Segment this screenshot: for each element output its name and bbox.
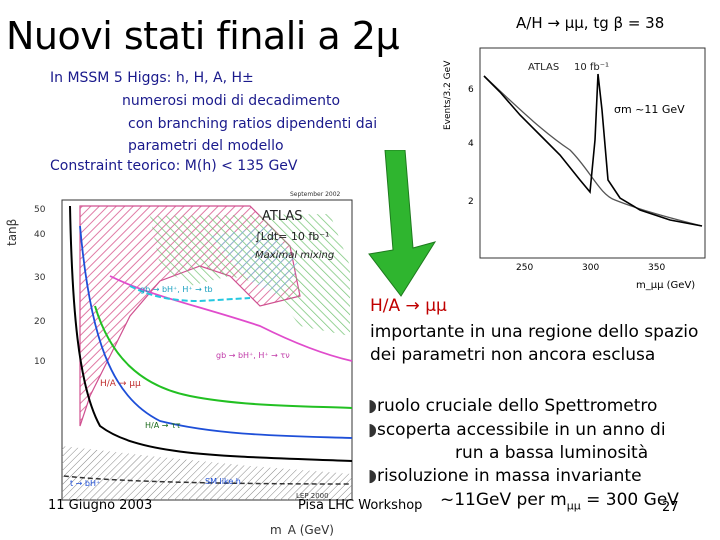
label-ha-mumu: H/A → μμ	[100, 379, 141, 389]
intro-line-4: parametri del modello	[128, 138, 284, 154]
ytick-40: 40	[34, 230, 46, 240]
footer-center: Pisa LHC Workshop	[298, 498, 423, 513]
left-mode: Maximal mixing	[255, 250, 334, 261]
label-ha-tautau: H/A → ττ	[145, 421, 181, 430]
label-gb-tb: gb → bH⁺, H⁺ → tb	[140, 285, 213, 294]
intro-line-1: In MSSM 5 Higgs: h, H, A, H±	[50, 70, 254, 86]
main-line-2: dei parametri non ancora esclusa	[370, 345, 656, 365]
plot-caption: A/H → μμ, tg β = 38	[516, 14, 665, 32]
mass-spectrum-plot: ATLAS 10 fb⁻¹ σm ~11 GeV 6 4 2 250 300 3…	[443, 47, 706, 291]
right-xlabel: m_μμ (GeV)	[636, 280, 695, 291]
resolution-tail: = 300 GeV	[580, 490, 679, 510]
main-heading: H/A → μμ	[370, 296, 447, 316]
exclusion-plot: 50 40 30 20 15 10 tanβ m_A (GeV) Septemb…	[5, 191, 353, 536]
bullet-item-4: ◗risoluzione in massa invariante	[368, 466, 642, 486]
left-date: September 2002	[290, 191, 341, 198]
bullet-item-3: run a bassa luminosità	[455, 443, 649, 463]
bullet-item-1: ◗ruolo cruciale dello Spettrometro	[368, 396, 657, 416]
main-line-1: importante in una regione dello spazio	[370, 322, 699, 342]
right-atlas: ATLAS	[528, 62, 559, 73]
rxtick-250: 250	[516, 263, 533, 273]
ytick-50: 50	[34, 205, 46, 215]
rytick-2: 2	[468, 197, 474, 207]
intro-line-5: Constraint teorico: M(h) < 135 GeV	[50, 158, 298, 174]
bullet-icon: ◗	[368, 420, 377, 440]
label-t-bh: t → bH⁺	[70, 479, 100, 488]
rytick-6: 6	[468, 85, 474, 95]
ytick-20: 20	[34, 317, 46, 327]
bullet-icon: ◗	[368, 466, 377, 486]
label-lep: LEP 2000	[296, 492, 329, 500]
bullet-item-2: ◗scoperta accessibile in un anno di	[368, 420, 666, 440]
right-lumi: 10 fb⁻¹	[574, 62, 609, 73]
left-atlas: ATLAS	[262, 209, 303, 224]
intro-line-2: numerosi modi di decadimento	[122, 93, 341, 109]
left-xlabel: m_A (GeV)	[270, 523, 334, 536]
rxtick-350: 350	[648, 263, 665, 273]
right-ylabel: Events/3.2 GeV	[443, 60, 453, 130]
ytick-10: 10	[34, 357, 46, 367]
label-sm-h: SM like h	[205, 477, 241, 486]
label-gb-taunu: gb → bH⁺, H⁺ → τν	[216, 351, 290, 360]
resolution-value: ~11GeV per m	[440, 490, 567, 510]
sigma-label: σm ~11 GeV	[614, 103, 685, 116]
left-lumi: ∫Ldt= 10 fb⁻¹	[255, 230, 329, 243]
rxtick-300: 300	[582, 263, 599, 273]
footer-date: 11 Giugno 2003	[48, 498, 153, 513]
footer-page: 27	[662, 500, 679, 515]
intro-line-3: con branching ratios dipendenti dai	[128, 116, 378, 132]
bullet-text: risoluzione in massa invariante	[376, 466, 642, 486]
ytick-30: 30	[34, 273, 46, 283]
bullet-text: scoperta accessibile in un anno di	[376, 420, 666, 440]
left-ylabel: tanβ	[5, 219, 19, 246]
bullet-icon: ◗	[368, 396, 377, 416]
rytick-4: 4	[468, 139, 474, 149]
bullet-text: ruolo cruciale dello Spettrometro	[376, 396, 658, 416]
resolution-sub: μμ	[566, 499, 581, 513]
green-arrow-icon	[368, 150, 437, 297]
resolution-line: ~11GeV per mμμ = 300 GeV	[440, 490, 679, 512]
slide-title: Nuovi stati finali a 2μ	[6, 14, 400, 58]
